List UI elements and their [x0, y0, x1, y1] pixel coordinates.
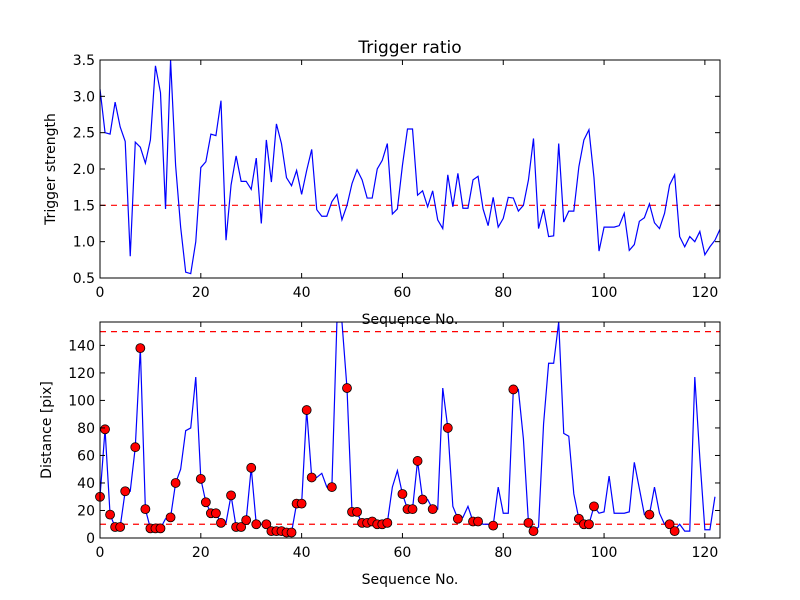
bottom-marker-point [165, 512, 176, 523]
bottom-marker-point [200, 497, 211, 508]
bottom-marker-point [427, 504, 438, 515]
bottom-marker-point [412, 456, 423, 466]
bottom-marker-point [352, 506, 362, 517]
bottom-marker-point [664, 519, 675, 530]
bottom-marker-point [528, 526, 539, 537]
bottom-chart: 0 20 40 60 80 100 120 0 20 40 60 80 100 120 140 Sequen… [39, 321, 721, 588]
bottom-y-axis-label: Distance [pix] [39, 381, 55, 479]
top-x-tick-label: 80 [494, 285, 512, 301]
bottom-x-tick-label: 60 [394, 545, 412, 561]
bottom-marker-point [236, 522, 247, 532]
top-y-tick-label: 0.5 [73, 271, 95, 287]
bottom-marker-point [261, 519, 272, 530]
top-y-tick-label: 3.5 [73, 53, 95, 69]
top-x-axis-label: Sequence No. [362, 312, 459, 328]
bottom-marker-point [669, 526, 680, 537]
top-plot-area: 0 20 40 60 80 100 120 0.5 1.0 1.5 2.0 2.5 3.0 3.5 [73, 53, 720, 301]
top-chart: Trigger ratio 0 20 40 60 80 100 120 0.5 1.0 1.5 2.… [43, 38, 721, 328]
bottom-marker-point [211, 508, 221, 519]
bottom-x-tick-label: 0 [96, 545, 105, 561]
top-chart-title: Trigger ratio [357, 38, 461, 58]
bottom-marker-point [296, 498, 307, 509]
bottom-marker-point [589, 501, 599, 512]
bottom-marker-point [584, 519, 594, 530]
top-y-tick-label: 2.0 [73, 162, 95, 178]
bottom-marker-point [140, 504, 151, 515]
bottom-marker-point [251, 519, 262, 530]
bottom-marker-point [342, 383, 352, 393]
top-x-tick-label: 0 [96, 285, 105, 301]
bottom-marker-point [442, 423, 453, 433]
top-x-tick-label: 20 [192, 285, 210, 301]
bottom-marker-point [115, 522, 126, 532]
bottom-marker-point [246, 462, 257, 473]
bottom-axes-frame [99, 321, 721, 539]
top-y-tick-label: 3.0 [73, 89, 95, 105]
bottom-x-tick-label: 120 [692, 545, 719, 561]
bottom-plot-area: 0 20 40 60 80 100 120 0 20 40 60 80 100 120 140 [68, 322, 720, 561]
top-y-tick-label: 2.5 [73, 126, 95, 142]
bottom-marker-point [397, 489, 408, 499]
top-axes-frame [99, 59, 721, 279]
bottom-marker-point [195, 473, 206, 484]
top-x-tick-label: 40 [293, 285, 311, 301]
bottom-y-tick-label: 20 [77, 503, 95, 519]
bottom-marker-point [170, 478, 181, 488]
top-y-tick-label: 1.0 [73, 235, 95, 251]
bottom-marker-point [130, 442, 141, 453]
bottom-x-tick-label: 40 [293, 545, 311, 561]
top-y-axis-label: Trigger strength [43, 113, 59, 226]
bottom-marker-point [216, 517, 226, 528]
bottom-series-line [100, 322, 716, 534]
top-series-line [100, 60, 720, 275]
bottom-marker-point [644, 509, 655, 520]
bottom-marker-point [135, 343, 146, 354]
bottom-marker-point [100, 424, 110, 435]
bottom-marker-point [508, 384, 519, 395]
bottom-y-tick-label: 0 [86, 531, 95, 547]
top-x-tick-label: 120 [692, 285, 719, 301]
bottom-y-tick-label: 140 [68, 338, 95, 354]
bottom-y-tick-label: 100 [68, 393, 95, 409]
top-y-tick-label: 1.5 [73, 198, 95, 214]
top-x-tick-label: 100 [591, 285, 618, 301]
bottom-marker-point [523, 517, 534, 528]
top-x-tick-label: 60 [394, 285, 412, 301]
bottom-marker-point [452, 513, 463, 524]
bottom-marker-point [306, 472, 317, 483]
bottom-marker-point [155, 523, 166, 534]
bottom-marker-point [382, 517, 393, 528]
bottom-y-tick-label: 80 [77, 421, 95, 437]
bottom-marker-point [241, 515, 252, 526]
bottom-marker-point [473, 516, 483, 527]
bottom-marker-point [301, 405, 312, 415]
bottom-marker-point [417, 494, 428, 505]
bottom-marker-point [226, 490, 236, 501]
bottom-y-tick-label: 60 [77, 448, 95, 464]
bottom-marker-point [326, 482, 337, 492]
bottom-x-axis-label: Sequence No. [362, 572, 459, 588]
bottom-marker-point [286, 527, 297, 538]
bottom-y-tick-label: 40 [77, 476, 95, 492]
bottom-marker-point [488, 520, 499, 531]
bottom-y-tick-label: 120 [68, 366, 95, 382]
bottom-marker-point [120, 486, 131, 497]
bottom-marker-point [407, 504, 418, 515]
bottom-x-tick-label: 100 [591, 545, 618, 561]
bottom-marker-point [105, 509, 115, 520]
bottom-x-tick-label: 80 [494, 545, 512, 561]
bottom-x-tick-label: 20 [192, 545, 210, 561]
